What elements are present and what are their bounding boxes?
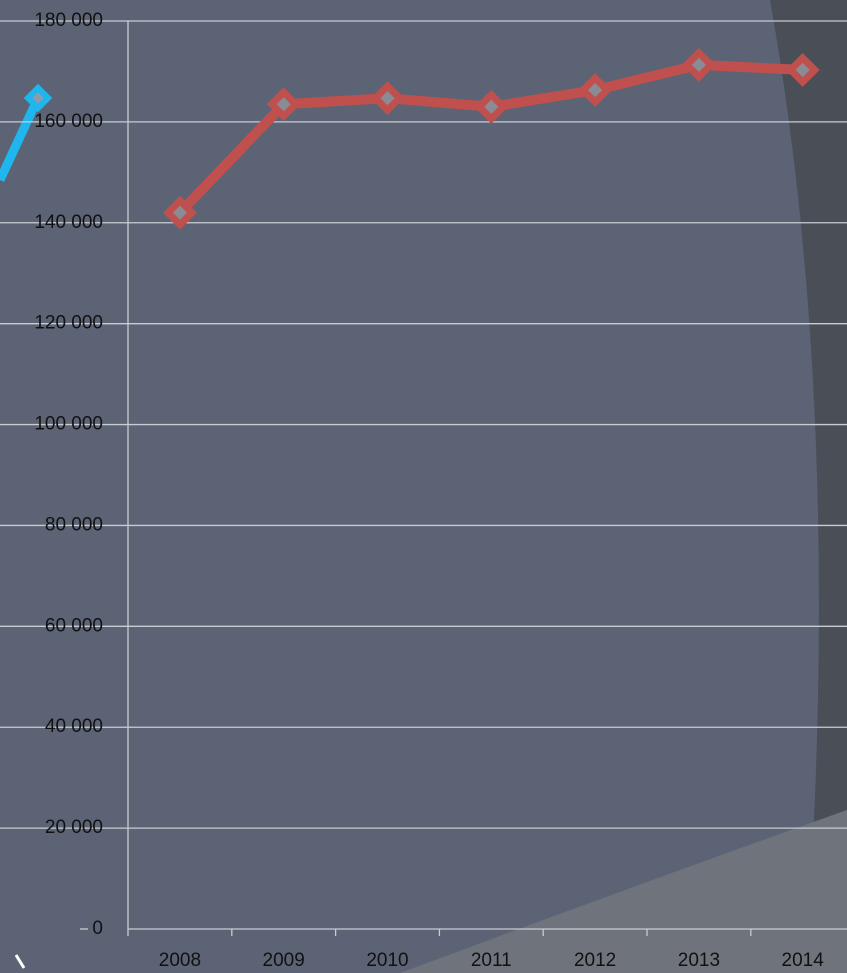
y-tick-label: 0 [92, 918, 103, 939]
background-line [0, 96, 43, 182]
x-tick-label: 2009 [263, 950, 305, 971]
cursor [14, 954, 26, 969]
x-tick-label: 2012 [574, 950, 616, 971]
x-tick-label: 2013 [678, 950, 720, 971]
x-tick-label: 2014 [782, 950, 825, 971]
x-tick-label: 2011 [471, 950, 512, 971]
y-tick-label: 120 000 [34, 313, 103, 334]
background-shape [400, 810, 847, 973]
background-marker [23, 83, 53, 113]
y-tick-label: 100 000 [34, 414, 103, 435]
marker [370, 81, 405, 116]
y-tick-label: 40 000 [45, 716, 103, 737]
marker [578, 73, 613, 108]
background-shape [770, 0, 847, 973]
y-tick-label: 20 000 [45, 817, 103, 838]
y-tick-label: 80 000 [45, 514, 103, 535]
x-tick-label: 2010 [366, 950, 408, 971]
marker [785, 52, 820, 87]
marker [474, 89, 509, 124]
x-tick-label: 2008 [159, 950, 201, 971]
y-tick-label: 160 000 [34, 111, 103, 132]
y-tick-label: 140 000 [34, 212, 103, 233]
marker [162, 195, 197, 230]
y-tick-label: 60 000 [45, 615, 103, 636]
y-tick-label: 180 000 [34, 10, 103, 31]
marker [681, 47, 716, 82]
marker [266, 87, 301, 122]
